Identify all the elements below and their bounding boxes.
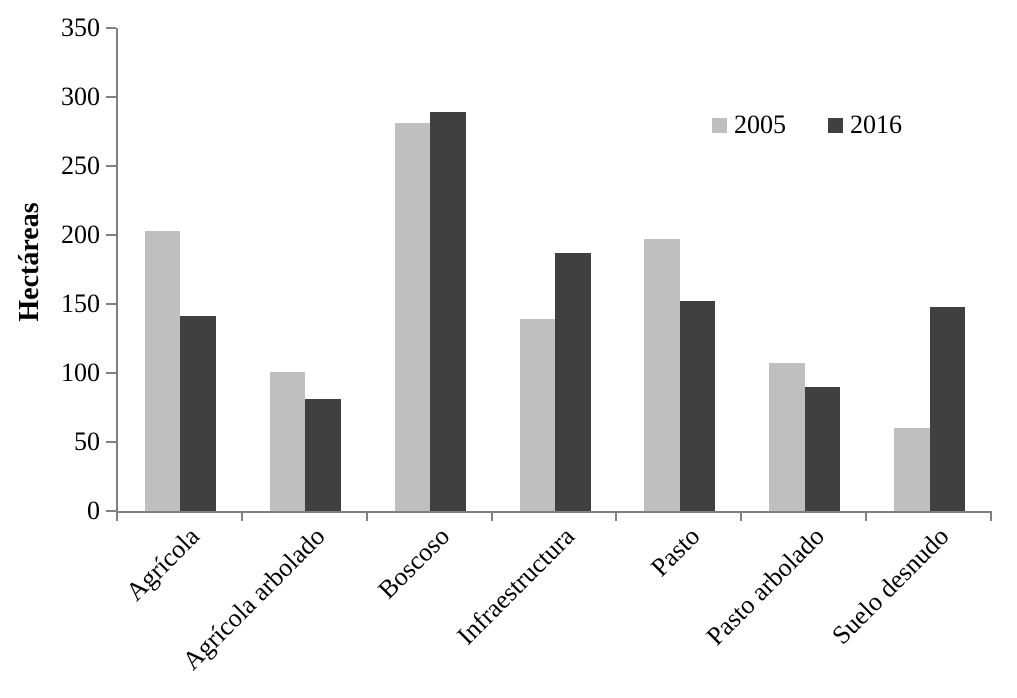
x-tick [740,513,743,521]
bar-2016 [305,399,341,511]
bar-2016 [430,112,466,511]
y-tick [106,303,116,305]
legend-item: 2005 [712,112,786,138]
y-tick [106,510,116,512]
bar-2016 [804,386,841,511]
y-tick [106,96,116,98]
y-tick-label: 200 [61,220,100,249]
x-tick [865,513,868,521]
legend: 2005 2016 [712,112,902,138]
y-tick-label: 250 [61,151,100,180]
bar-2005 [769,363,805,511]
x-category-label: Pasto [644,521,705,582]
x-tick [240,513,243,521]
legend-label-2016: 2016 [850,110,902,139]
y-tick [106,234,116,236]
y-tick [106,165,116,167]
y-tick [106,27,116,29]
legend-item: 2016 [828,112,902,138]
bar-2005 [394,123,431,511]
y-tick [106,441,116,443]
bar-2005 [519,319,555,511]
legend-swatch-2005 [712,117,727,133]
bar-2016 [929,306,966,511]
x-category-label: Infraestructura [451,521,581,651]
y-tick-label: 300 [61,82,100,111]
x-category-label: Pasto arbolado [700,521,830,651]
y-tick-label: 350 [61,13,100,42]
bar-2005 [894,428,930,511]
legend-swatch-2016 [828,117,843,133]
y-tick [106,372,116,374]
x-category-label: Suelo desnudo [826,521,955,650]
x-tick [490,513,493,521]
y-tick-label: 50 [74,427,100,456]
bar-2005 [144,230,181,511]
x-tick [365,513,368,521]
x-axis-line [116,511,992,513]
legend-label-2005: 2005 [734,110,786,139]
y-tick-label: 100 [61,358,100,387]
y-tick-label: 150 [61,289,100,318]
bar-2016 [679,301,716,511]
x-tick [116,513,118,521]
bar-2005 [644,239,680,511]
bar-2016 [180,316,216,511]
y-axis-line [116,28,118,511]
x-category-label: Agrícola [120,521,206,607]
bar-2005 [269,371,306,511]
x-tick [615,513,618,521]
x-tick [990,513,992,521]
x-category-label: Boscoso [372,521,456,605]
y-tick-label: 0 [87,496,100,525]
bar-2016 [555,252,591,511]
